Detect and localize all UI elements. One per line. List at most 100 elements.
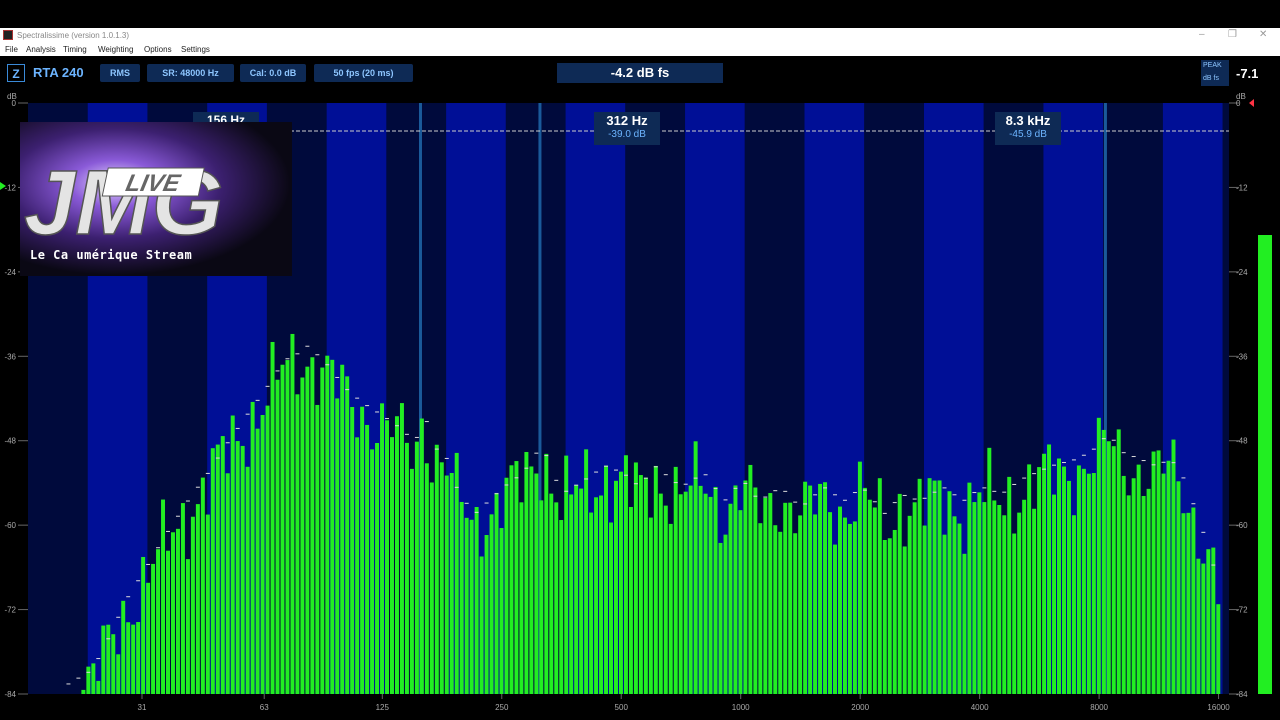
spectrum-bar: [454, 452, 459, 694]
logo-badge: [101, 167, 205, 197]
spectrum-bar: [937, 480, 942, 694]
spectrum-bar: [1052, 494, 1057, 694]
peak-tick: [474, 511, 479, 513]
peak-tick: [96, 658, 101, 660]
spectrum-bar: [1201, 563, 1206, 694]
peak-tick: [952, 494, 957, 496]
spectrum-bar: [1047, 444, 1052, 694]
menu-weighting[interactable]: Weighting: [98, 45, 134, 54]
peak-tick: [1012, 483, 1017, 485]
spectrum-bar: [1181, 513, 1186, 694]
peak-tick: [1211, 564, 1216, 566]
peak-tick: [1052, 464, 1057, 466]
peak-tick: [1071, 459, 1076, 461]
spectrum-bar: [404, 442, 409, 694]
spectrum-bar: [101, 625, 106, 694]
spectrum-bar: [399, 403, 404, 694]
spectrum-bar: [200, 477, 205, 694]
peak-tick: [245, 413, 250, 415]
sample-rate-button[interactable]: SR: 48000 Hz: [147, 64, 234, 82]
spectrum-bar: [653, 465, 658, 694]
peak-tick: [126, 596, 131, 598]
menu-analysis[interactable]: Analysis: [26, 45, 56, 54]
spectrum-bar: [778, 531, 783, 694]
spectrum-bar: [315, 404, 320, 694]
spectrum-bar: [280, 364, 285, 694]
spectrum-bar: [210, 448, 215, 694]
spectrum-bar: [768, 493, 773, 694]
spectrum-bar: [942, 534, 947, 694]
spectrum-bar: [509, 465, 514, 694]
spectrum-bar: [977, 492, 982, 694]
spectrum-bar: [872, 507, 877, 694]
spectrum-bar: [544, 453, 549, 694]
marker-312hz[interactable]: 312 Hz -39.0 dB: [594, 112, 660, 145]
peak-tick: [484, 502, 489, 504]
spectrum-bar: [912, 502, 917, 694]
spectrum-bar: [185, 559, 190, 694]
spectrum-bar: [753, 487, 758, 694]
menu-file[interactable]: File: [5, 45, 18, 54]
spectrum-bar: [798, 515, 803, 694]
marker-8300hz[interactable]: 8.3 kHz -45.9 dB: [995, 112, 1061, 145]
menu-settings[interactable]: Settings: [181, 45, 210, 54]
y-unit-left: dB: [7, 92, 17, 101]
detector-button[interactable]: RMS: [100, 64, 140, 82]
analyzer-mode-label[interactable]: RTA 240: [33, 65, 84, 80]
spectrum-bar: [862, 487, 867, 694]
spectrum-bar: [887, 538, 892, 694]
peak-tick: [813, 494, 818, 496]
spectrum-bar: [758, 523, 763, 694]
peak-tick: [494, 493, 499, 495]
minimize-icon[interactable]: –: [1199, 29, 1205, 40]
spectrum-bar: [360, 406, 365, 694]
peak-tick: [932, 491, 937, 493]
frame-rate-button[interactable]: 50 fps (20 ms): [314, 64, 413, 82]
spectrum-bar: [992, 500, 997, 694]
spectrum-bar: [1057, 458, 1061, 694]
spectrum-bar: [813, 514, 818, 694]
menu-timing[interactable]: Timing: [63, 45, 87, 54]
spectrum-bar: [250, 401, 255, 694]
close-icon[interactable]: ✕: [1259, 29, 1268, 40]
spectrum-bar: [698, 485, 703, 694]
calibration-button[interactable]: Cal: 0.0 dB: [240, 64, 306, 82]
spectrum-bar: [818, 483, 823, 694]
peak-tick: [205, 472, 210, 474]
peak-tick: [773, 490, 778, 492]
spectrum-bar: [1166, 460, 1171, 694]
spectrum-bar: [434, 444, 439, 694]
spectrum-bar: [1191, 507, 1196, 694]
spectrum-bar: [1081, 468, 1086, 694]
spectrum-bar: [1071, 515, 1076, 694]
spectrum-bar: [1101, 429, 1106, 694]
peak-tick: [1022, 477, 1027, 479]
spectrum-bar: [1186, 512, 1191, 694]
spectrum-bar: [305, 366, 310, 694]
peak-tick: [404, 433, 409, 435]
peak-tick: [166, 530, 170, 532]
marker-156hz[interactable]: 156 Hz: [193, 112, 259, 122]
spectrum-bar: [300, 377, 305, 694]
menu-options[interactable]: Options: [144, 45, 172, 54]
spectrum-bar: [1076, 465, 1081, 694]
spectrum-bar: [902, 546, 907, 694]
restore-icon[interactable]: ❐: [1228, 29, 1237, 40]
spectrum-bar: [449, 472, 454, 694]
spectrum-bar: [240, 445, 245, 694]
spectrum-bar: [584, 449, 589, 694]
spectrum-bar: [524, 451, 529, 694]
peak-label-box: PEAK dB fs: [1201, 60, 1229, 86]
spectrum-bar: [793, 533, 798, 694]
spectrum-bar: [414, 441, 419, 694]
x-tick-label: 31: [138, 703, 147, 712]
spectrum-bar: [1141, 495, 1146, 694]
peak-tick: [892, 502, 897, 504]
peak-tick: [564, 490, 569, 492]
zoom-button[interactable]: Z: [7, 64, 25, 82]
spectrum-bar: [688, 485, 693, 694]
spectrum-bar: [982, 502, 987, 694]
peak-tick: [743, 482, 748, 484]
peak-tick: [554, 479, 559, 481]
peak-tick: [235, 427, 240, 429]
